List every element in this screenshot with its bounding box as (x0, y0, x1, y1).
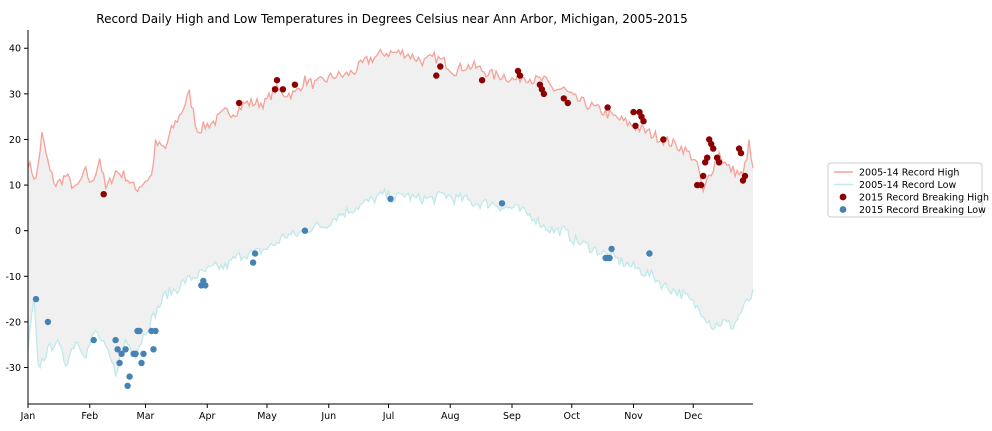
record-breaking-low-point (112, 336, 119, 344)
record-breaking-low-point (251, 250, 259, 257)
record-breaking-high-point (433, 72, 440, 79)
legend-label: 2015 Record Breaking High (859, 193, 989, 204)
y-tick-label: -30 (5, 363, 21, 374)
x-tick-label: Oct (564, 411, 581, 422)
fill-between-area (28, 49, 753, 376)
chart-title: Record Daily High and Low Temperatures i… (96, 12, 687, 26)
y-tick-label: 10 (9, 181, 21, 192)
record-breaking-high-point (715, 159, 723, 166)
y-tick-label: -10 (5, 272, 21, 283)
record-breaking-high-point (279, 86, 287, 93)
y-tick-label: -20 (5, 317, 21, 328)
record-breaking-low-point (608, 245, 615, 253)
record-breaking-low-point (126, 373, 133, 380)
record-breaking-high-point (710, 145, 717, 152)
record-breaking-high-point (235, 99, 243, 107)
record-breaking-high-point (640, 118, 647, 125)
record-breaking-low-point (140, 350, 147, 357)
record-breaking-high-point (630, 108, 637, 116)
record-breaking-high-point (516, 72, 524, 79)
record-breaking-high-point (540, 90, 548, 98)
record-breaking-low-point (646, 250, 653, 257)
record-breaking-high-point (271, 86, 279, 93)
x-tick-label: Apr (199, 411, 216, 422)
record-breaking-low-point (132, 350, 139, 357)
record-breaking-low-point (136, 327, 143, 335)
record-breaking-high-point (437, 63, 444, 70)
x-tick-label: Jul (382, 411, 394, 422)
record-breaking-high-point (291, 81, 299, 88)
record-breaking-high-point (100, 191, 107, 198)
record-breaking-low-point (32, 295, 40, 303)
x-tick-label: Jun (320, 411, 336, 422)
legend-label: 2005-14 Record Low (859, 180, 956, 191)
record-high-line (27, 48, 754, 194)
record-breaking-low-point (498, 200, 506, 207)
legend-label: 2015 Record Breaking Low (859, 205, 986, 216)
legend-label: 2005-14 Record High (859, 168, 959, 179)
record-breaking-high-point (564, 99, 571, 107)
record-breaking-low-point (116, 359, 123, 367)
legend-swatch-marker (839, 193, 847, 201)
x-tick-label: Mar (137, 411, 155, 422)
record-breaking-low-point (249, 259, 257, 266)
scatter-layer (32, 63, 749, 389)
record-breaking-low-point (114, 346, 121, 353)
legend-box (827, 162, 983, 218)
record-breaking-low-point (301, 227, 309, 234)
x-tick-label: Aug (441, 411, 460, 422)
fill-between-region (28, 49, 753, 376)
record-breaking-low-point (152, 327, 159, 335)
y-tick-label: 0 (15, 226, 21, 237)
record-breaking-low-point (124, 382, 131, 389)
record-breaking-high-point (632, 122, 639, 129)
axes: -30 -20 -10 0 10 20 30 40 Jan Feb Mar Apr May Jun Jul A… (5, 30, 753, 422)
record-breaking-low-point (118, 350, 125, 357)
record-breaking-low-point (150, 346, 157, 353)
record-breaking-high-point (698, 181, 705, 189)
x-tick-label: Sep (503, 411, 521, 422)
y-tick-label: 20 (9, 135, 21, 146)
record-breaking-high-point (560, 95, 567, 102)
record-breaking-high-point (604, 104, 611, 111)
record-breaking-low-point (122, 346, 129, 353)
y-tick-label: 40 (9, 44, 21, 55)
record-breaking-high-point (737, 149, 745, 157)
record-breaking-low-point (90, 336, 97, 344)
legend-swatch-marker (839, 206, 847, 213)
record-breaking-high-point (741, 172, 749, 180)
x-tick-label: Jan (20, 411, 36, 422)
x-tick-label: Dec (684, 411, 702, 422)
record-breaking-high-point (478, 77, 486, 84)
x-tick-label: Feb (81, 411, 98, 422)
record-breaking-low-point (606, 254, 613, 262)
record-breaking-high-point (273, 77, 281, 84)
record-breaking-low-point (138, 359, 145, 367)
x-tick-label: May (257, 411, 277, 422)
record-breaking-high-point (700, 172, 707, 180)
record-breaking-low-point (202, 282, 209, 289)
y-tick-label: 30 (9, 89, 21, 100)
record-breaking-low-point (44, 318, 52, 326)
record-breaking-high-point (660, 136, 667, 143)
x-tick-label: Nov (624, 411, 643, 422)
record-breaking-low-point (387, 195, 394, 202)
record-breaking-high-point (704, 154, 711, 161)
